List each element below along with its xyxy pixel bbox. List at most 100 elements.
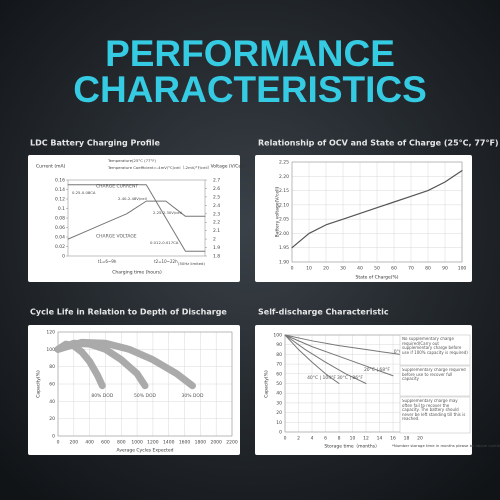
y-tick-label: 60 xyxy=(276,371,282,377)
y-tick-label: 0.04 xyxy=(55,235,65,241)
annotation: Temperature Coefficient=-4mV/°C/cell（-2m… xyxy=(107,165,211,170)
y2-tick-label: 2.5 xyxy=(213,194,220,200)
y-tick-label: 100 xyxy=(273,333,282,339)
y-tick-label: 2.00 xyxy=(279,231,289,237)
y2-tick-label: 2 xyxy=(213,237,216,243)
y-tick-label: 0 xyxy=(279,430,282,436)
y-tick-label: 20 xyxy=(276,410,282,416)
y-tick-label: 0.1 xyxy=(58,206,65,212)
x-tick-label: 20 xyxy=(323,266,329,272)
y-tick-label: 20 xyxy=(49,416,55,422)
note: Supplementary charge required before use… xyxy=(402,368,466,382)
x-tick-label: 4 xyxy=(311,436,314,442)
annotation: 0.012-0.017CA xyxy=(150,240,179,245)
y2-axis-label: Voltage (V/Cell) xyxy=(211,164,246,170)
x-axis-label: State of Charge(%) xyxy=(355,275,398,281)
note-box xyxy=(399,365,471,397)
x-tick-label: 1600 xyxy=(179,440,191,446)
series-label: 30% DOD xyxy=(182,393,204,399)
y-axis-label: Capacity(%) xyxy=(36,370,42,398)
series-line xyxy=(284,334,421,358)
y2-tick-label: 2.6 xyxy=(213,186,220,192)
y-axis-label: Capacity(%) xyxy=(264,370,270,398)
y-tick-label: 0.14 xyxy=(55,187,65,193)
x-axis-label: Average Cycles Expected xyxy=(117,448,174,454)
x-tick-label: t1=6~9h xyxy=(98,259,117,264)
annotation: 0.25-0.08CA xyxy=(72,190,96,195)
y-tick-label: 80 xyxy=(276,352,282,358)
y2-tick-label: 1.9 xyxy=(213,245,220,251)
x-tick-label: 6 xyxy=(324,436,327,442)
y2-tick-label: 1.8 xyxy=(213,254,220,260)
y-tick-label: 40 xyxy=(276,391,282,397)
series-line xyxy=(284,334,394,377)
y-tick-label: 0.02 xyxy=(55,244,65,250)
annotation: *Number storage time in months please be… xyxy=(392,443,500,448)
y-tick-label: 0 xyxy=(52,434,55,440)
note-text: Supplementary charge may often fail to r… xyxy=(402,399,466,422)
x-tick-label: 0 xyxy=(284,436,287,442)
x-tick-label: 1000 xyxy=(131,440,143,446)
y-tick-label: 2.05 xyxy=(279,217,289,223)
x-tick-label: 400 xyxy=(85,440,94,446)
annotation: 2.40-2.48V/cell xyxy=(118,196,147,201)
x-tick-label: 16 xyxy=(390,436,396,442)
x-tick-label: 2 xyxy=(297,436,300,442)
y2-tick-label: 2.1 xyxy=(213,228,220,234)
y-tick-label: 0.08 xyxy=(55,216,65,222)
y-tick-label: 0.12 xyxy=(55,197,65,203)
y-tick-label: 2.15 xyxy=(279,188,289,194)
y-axis-label: Battery voltage(V/cell) xyxy=(275,186,281,237)
y-tick-label: 10 xyxy=(276,420,282,426)
x-tick-label: 2200 xyxy=(226,440,238,446)
y-tick-label: 2.25 xyxy=(279,160,289,166)
y-tick-label: 90 xyxy=(276,342,282,348)
panel-title: Self-discharge Characteristic xyxy=(258,308,389,317)
series-label: 30°C | 86°F xyxy=(337,375,363,381)
series-label: CHARGE CURRENT xyxy=(96,184,138,190)
x-tick-label: 2000 xyxy=(210,440,222,446)
series-label: 50% DOD xyxy=(134,393,156,399)
x-tick-label: 14 xyxy=(377,436,383,442)
panel xyxy=(28,155,240,282)
series-line xyxy=(54,338,196,390)
y-tick-label: 1.90 xyxy=(279,260,289,266)
title-line: CHARACTERISTICS xyxy=(73,69,427,110)
note-text: Supplementary charge required before use… xyxy=(402,368,466,382)
y2-tick-label: 2.2 xyxy=(213,220,220,226)
panel-title: Cycle Life in Relation to Depth of Disch… xyxy=(30,308,227,317)
x-tick-label: 70 xyxy=(408,266,414,272)
y-tick-label: 80 xyxy=(49,364,55,370)
x-axis-label: Charging time (hours) xyxy=(112,270,162,276)
y-tick-label: 1.95 xyxy=(279,245,289,251)
annotation: Temperature(25°C (77°F) xyxy=(107,158,157,163)
x-tick-label: 12 xyxy=(363,436,369,442)
note-box xyxy=(399,334,471,366)
x-tick-label: t2=10~22h xyxy=(154,259,178,264)
x-tick-label: 10 xyxy=(306,266,312,272)
x-tick-label: 18 xyxy=(404,436,410,442)
x-tick-label: 0 xyxy=(291,266,294,272)
x-tick-label: 20 xyxy=(417,436,423,442)
x-tick-label: 600 xyxy=(101,440,110,446)
series-label: 40°C | 104°F xyxy=(307,375,336,381)
note-text: No supplementary charge required(Carry o… xyxy=(402,337,468,355)
y2-tick-label: 2.3 xyxy=(213,211,220,217)
x-tick-label: 0 xyxy=(57,440,60,446)
x-tick-label: 1800 xyxy=(195,440,207,446)
panel xyxy=(28,325,240,455)
plot-frame xyxy=(291,161,463,263)
x-tick-label: 60 xyxy=(391,266,397,272)
y-tick-label: 40 xyxy=(49,399,55,405)
y-tick-label: 60 xyxy=(49,382,55,388)
note: No supplementary charge required(Carry o… xyxy=(402,337,468,355)
series-label: 80% DOD xyxy=(91,393,113,399)
y-tick-label: 50 xyxy=(276,381,282,387)
plot-frame xyxy=(57,331,233,437)
series-line xyxy=(67,200,206,240)
y-tick-label: 0.06 xyxy=(55,225,65,231)
plot-frame xyxy=(67,179,206,257)
x-tick-label: 800 xyxy=(117,440,126,446)
y-tick-label: 2.10 xyxy=(279,202,289,208)
